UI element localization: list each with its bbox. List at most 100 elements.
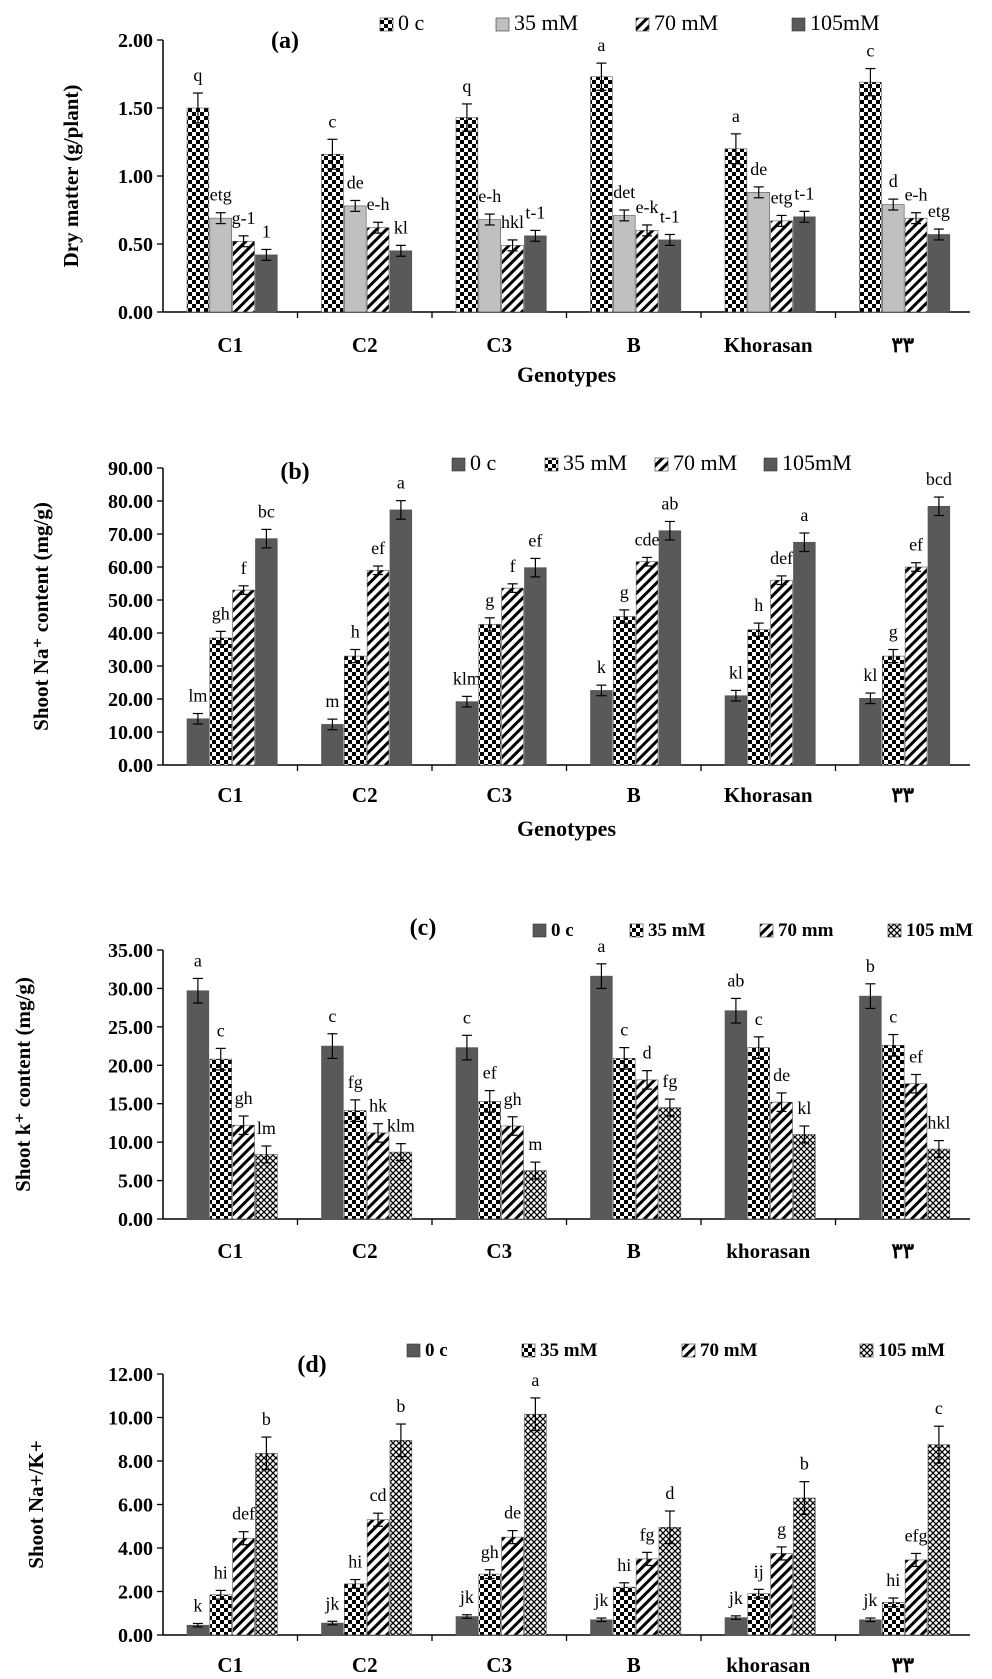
bar (209, 1058, 232, 1220)
legend-label: 35 mM (540, 1340, 598, 1361)
y-tick-label: 20.00 (108, 1055, 153, 1077)
bar (904, 217, 928, 313)
data-label: b (800, 1454, 809, 1474)
y-axis-label: Shoot Na+/K+ (24, 1440, 48, 1568)
bar (859, 81, 882, 313)
y-tick-label: 0.00 (118, 302, 153, 324)
legend-swatch (791, 17, 806, 32)
data-label: ef (371, 538, 385, 558)
data-label: lm (257, 1118, 276, 1138)
category-label: C3 (486, 333, 512, 357)
data-label: etg (210, 185, 232, 205)
data-label: b (396, 1396, 405, 1416)
legend-label: 105mM (810, 10, 880, 35)
category-label: C2 (352, 1653, 378, 1677)
y-tick-label: 80.00 (108, 491, 153, 513)
legend-label: 70 mM (673, 450, 737, 475)
y-tick-label: 35.00 (108, 940, 153, 962)
bar (389, 1151, 413, 1220)
bar (321, 153, 344, 313)
bar (186, 990, 210, 1220)
data-label: m (528, 1134, 542, 1154)
data-label: hi (348, 1552, 362, 1572)
data-label: c (217, 1020, 225, 1040)
bar (366, 227, 390, 313)
data-label: ef (909, 1047, 923, 1067)
data-label: kl (729, 662, 743, 682)
bar (478, 1573, 501, 1636)
y-axis-label: Shoot k⁺ content (mg/g) (11, 977, 35, 1192)
y-tick-label: 0.50 (118, 234, 153, 256)
data-label: ef (483, 1063, 497, 1083)
data-label: klm (387, 1116, 415, 1136)
y-tick-label: 12.00 (108, 1364, 153, 1386)
data-label: fg (348, 1072, 363, 1092)
legend-label: 35 mM (514, 10, 578, 35)
panel-title: (b) (280, 459, 309, 485)
data-label: d (643, 1043, 652, 1063)
category-label: B (627, 1239, 641, 1263)
data-label: c (935, 1398, 943, 1418)
y-tick-label: 0.00 (118, 1625, 153, 1647)
bar (232, 1537, 255, 1636)
data-label: a (531, 1370, 539, 1390)
bar (344, 1110, 367, 1220)
data-label: hkl (927, 1113, 950, 1133)
bar (255, 1453, 278, 1636)
data-label: g (620, 582, 629, 602)
legend-swatch (495, 17, 510, 32)
bar (501, 1536, 524, 1636)
y-tick-label: 10.00 (108, 1408, 153, 1430)
bar (859, 995, 882, 1220)
data-label: det (613, 182, 635, 202)
data-label: gh (235, 1088, 253, 1108)
bar (590, 690, 613, 766)
y-tick-label: 50.00 (108, 590, 153, 612)
data-label: hkl (501, 212, 524, 232)
data-label: fg (662, 1071, 677, 1091)
category-label: C2 (352, 1239, 378, 1263)
category-label: ۳۳ (891, 1653, 914, 1677)
data-label: c (328, 111, 336, 131)
x-axis-label: Genotypes (517, 362, 616, 387)
y-tick-label: 2.00 (118, 30, 153, 52)
data-label: gh (481, 1542, 499, 1562)
bar (255, 1154, 278, 1220)
data-label: jk (324, 1593, 339, 1613)
bar (793, 1497, 816, 1636)
bar (524, 1413, 547, 1636)
data-label: d (889, 171, 898, 191)
data-label: de (750, 159, 767, 179)
category-label: C3 (486, 1653, 512, 1677)
data-label: cd (370, 1485, 387, 1505)
category-label: Khorasan (724, 783, 813, 807)
data-label: lm (188, 686, 207, 706)
category-label: ۳۳ (891, 333, 914, 357)
bar (635, 561, 659, 766)
legend-label: 0 c (398, 10, 425, 35)
legend-label: 70 mM (654, 10, 718, 35)
bar (724, 1617, 748, 1636)
bar (455, 1616, 479, 1636)
y-tick-label: 30.00 (108, 978, 153, 1000)
data-label: a (732, 106, 740, 126)
data-label: b (866, 956, 875, 976)
data-label: jk (593, 1590, 608, 1610)
x-axis-label: Genotypes (517, 816, 616, 841)
category-label: ۳۳ (891, 1239, 914, 1263)
data-label: h (351, 622, 360, 642)
bar (455, 701, 479, 766)
legend-swatch (763, 457, 778, 472)
bar (524, 235, 547, 313)
legend-swatch (859, 1343, 874, 1358)
data-label: hi (617, 1555, 631, 1575)
data-label: ef (528, 530, 542, 550)
y-tick-label: 70.00 (108, 524, 153, 546)
category-label: C1 (217, 1239, 243, 1263)
bar (478, 219, 501, 313)
bar (613, 616, 636, 766)
chart-panel-3: 0.00 5.00 10.00 15.00 20.00 25.00 30.00 35.00 C1… (11, 915, 973, 1263)
bar (882, 204, 905, 313)
legend-label: 0 c (470, 450, 497, 475)
